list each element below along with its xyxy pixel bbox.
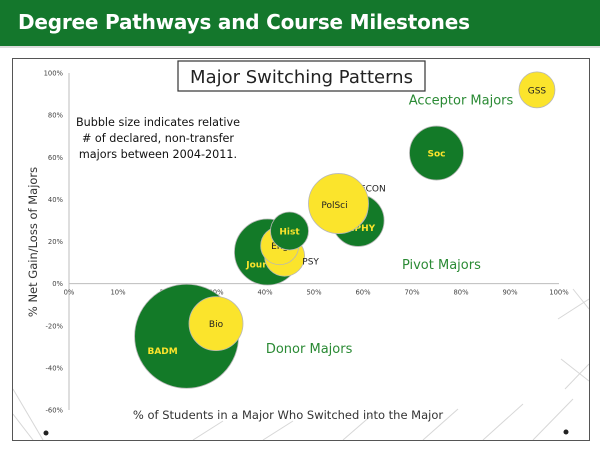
footer-strip	[0, 442, 600, 457]
bubble-soc	[409, 125, 464, 181]
bubble-label-econ: ECON	[360, 184, 386, 194]
x-tick-label: 10%	[110, 289, 126, 297]
x-tick-label: 90%	[502, 289, 518, 297]
x-tick-label: 60%	[355, 289, 371, 297]
bubble-label-polsci: PolSci	[321, 201, 347, 211]
bubble-label-psy: PSY	[302, 258, 319, 268]
x-tick-label: 80%	[453, 289, 469, 297]
decor-line	[422, 408, 459, 440]
decor-line	[557, 298, 589, 320]
y-tick-label: -40%	[45, 364, 63, 372]
bubble-hist	[270, 211, 309, 251]
bubble-label-soc: Soc	[428, 150, 446, 160]
header-bar: Degree Pathways and Course Milestones	[0, 0, 600, 48]
y-tick-labels: -60% -40% -20% 0% 20% 40% 60% 80% 100%	[44, 70, 64, 415]
note-line-2: # of declared, non-transfer	[82, 132, 234, 145]
x-tick-label: 100%	[549, 289, 569, 297]
bubble-label-hist: Hist	[279, 227, 300, 237]
x-tick-label: 50%	[306, 289, 322, 297]
network-decoration	[13, 288, 589, 440]
y-tick-label: 60%	[48, 154, 64, 162]
bubble-label-gss: GSS	[528, 86, 547, 96]
y-tick-label: -60%	[45, 407, 63, 415]
bubble-gss	[518, 71, 556, 109]
decor-node	[43, 430, 49, 436]
x-tick-label: 40%	[257, 289, 273, 297]
region-donor-majors: Donor Majors	[266, 342, 353, 357]
bubble-label-bio: Bio	[209, 320, 224, 330]
x-tick-labels: 0%10%20%30%40%50%60%70%80%90%100%	[64, 289, 570, 297]
decor-line	[262, 420, 294, 440]
chart-title-border	[177, 60, 426, 92]
decor-line	[532, 398, 574, 440]
y-tick-label: 80%	[48, 112, 64, 120]
region-acceptor-majors: Acceptor Majors	[409, 94, 514, 109]
bubble-label-jour: Jour	[245, 261, 267, 271]
decor-line	[342, 413, 374, 440]
note-line-3: majors between 2004-2011.	[79, 148, 237, 161]
y-tick-label: 40%	[48, 196, 64, 204]
y-tick-label: 100%	[44, 70, 64, 78]
x-tick-label: 0%	[64, 289, 75, 297]
bubble-bio	[188, 296, 244, 352]
decor-line	[13, 388, 44, 440]
note-line-1: Bubble size indicates relative	[76, 116, 240, 129]
chart-frame: 0% 10% 20% 30% 40% 50% 60% 70% 80% 90% 100% -60% -4…	[12, 58, 590, 441]
decor-line	[13, 413, 34, 440]
y-tick-label: -20%	[45, 322, 63, 330]
bubble-label-badm: BADM	[147, 347, 177, 357]
x-tick-label: 70%	[404, 289, 420, 297]
x-axis-label: % of Students in a Major Who Switched in…	[133, 408, 443, 422]
bubble-label-hphy: HPHY	[347, 224, 376, 234]
y-tick-label: 20%	[48, 238, 64, 246]
y-tick-label: 0%	[52, 280, 63, 288]
slide-title: Degree Pathways and Course Milestones	[18, 10, 470, 34]
bubble-chart: 0% 10% 20% 30% 40% 50% 60% 70% 80% 90% 100% -60% -4…	[13, 60, 589, 440]
x-tick-label: 30%	[208, 289, 224, 297]
y-axis-label: % Net Gain/Loss of Majors	[26, 167, 40, 317]
region-pivot-majors: Pivot Majors	[402, 258, 481, 273]
decor-line	[192, 420, 224, 440]
decor-line	[560, 358, 589, 382]
bubble-size-note: Bubble size indicates relative # of decl…	[76, 116, 240, 161]
chart-title: Major Switching Patterns	[190, 67, 413, 88]
bubble-polsci	[308, 173, 369, 234]
decor-line	[564, 363, 589, 390]
decor-line	[572, 288, 589, 310]
chart-axes	[68, 73, 559, 410]
decor-line	[482, 403, 524, 440]
bubbles: BADMBioJourPSYEngHistHPHYECONPolSciSocGS…	[134, 71, 556, 389]
region-labels: Acceptor Majors Pivot Majors Donor Majors	[266, 94, 514, 358]
chart-title-box: Major Switching Patterns	[177, 60, 426, 92]
decor-node	[563, 429, 569, 435]
